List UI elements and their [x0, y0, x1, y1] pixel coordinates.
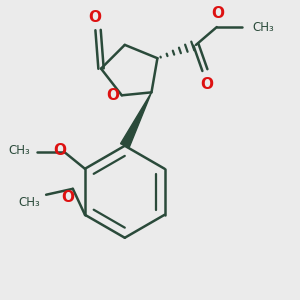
Polygon shape	[121, 92, 152, 148]
Text: O: O	[61, 190, 74, 205]
Text: CH₃: CH₃	[8, 144, 30, 157]
Text: O: O	[211, 5, 224, 20]
Text: O: O	[88, 10, 101, 25]
Text: CH₃: CH₃	[252, 21, 274, 34]
Text: O: O	[200, 76, 213, 92]
Text: CH₃: CH₃	[18, 196, 40, 209]
Text: O: O	[53, 143, 66, 158]
Text: O: O	[106, 88, 119, 103]
